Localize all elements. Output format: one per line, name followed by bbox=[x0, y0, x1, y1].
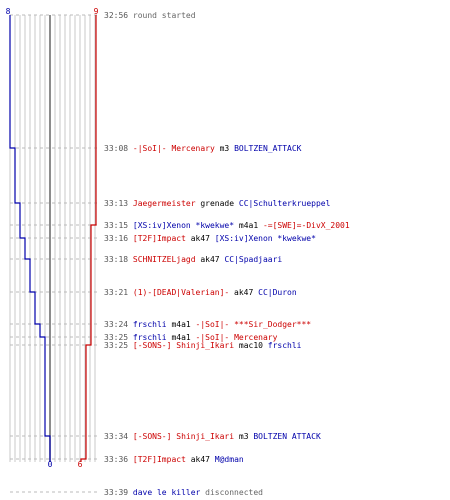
event-text: -|SoI|- Mercenary bbox=[133, 144, 215, 153]
event-text: ak47 bbox=[196, 255, 225, 264]
event-time: 33:08 bbox=[104, 144, 133, 153]
event-text: m4a1 bbox=[167, 333, 196, 342]
team-a-end-count: 0 bbox=[48, 460, 53, 469]
event-text: dave le killer bbox=[133, 488, 201, 497]
team-a-start-count: 8 bbox=[6, 7, 11, 16]
event-text: SCHNITZELjagd bbox=[133, 255, 196, 264]
event-text: m4a1 bbox=[234, 221, 263, 230]
event-text: ak47 bbox=[229, 288, 258, 297]
event-time: 33:13 bbox=[104, 199, 133, 208]
event-text: [XS:iv]Xenon *kwekwe* bbox=[133, 221, 234, 230]
event-text: ak47 bbox=[186, 455, 215, 464]
event-text: frschli bbox=[133, 333, 167, 342]
event-row: 33:18 SCHNITZELjagd ak47 CC|Spadjaari bbox=[104, 255, 282, 264]
event-text: m3 bbox=[234, 432, 253, 441]
event-time: 33:25 bbox=[104, 333, 133, 342]
event-text: frschli bbox=[133, 320, 167, 329]
event-time: 32:56 bbox=[104, 11, 133, 20]
event-guides bbox=[10, 14, 100, 493]
event-row: 33:34 [-SONS-] Shinji_Ikari m3 BOLTZEN A… bbox=[104, 432, 321, 441]
event-row: 33:25 frschli m4a1 -|SoI|- Mercenary bbox=[104, 333, 278, 342]
event-text: -|SoI|- Mercenary bbox=[196, 333, 278, 342]
event-text: ak47 bbox=[186, 234, 215, 243]
event-row: 32:56 round started bbox=[104, 11, 196, 20]
event-time: 33:21 bbox=[104, 288, 133, 297]
team-a-score-line bbox=[9, 15, 51, 462]
event-time: 33:39 bbox=[104, 488, 133, 497]
event-text: frschli bbox=[268, 341, 302, 350]
event-row: 33:08 -|SoI|- Mercenary m3 BOLTZEN_ATTAC… bbox=[104, 144, 302, 153]
event-text: (1)-[DEAD|Valerian]- bbox=[133, 288, 229, 297]
event-time: 33:16 bbox=[104, 234, 133, 243]
event-time: 33:36 bbox=[104, 455, 133, 464]
event-text: CC|Duron bbox=[258, 288, 297, 297]
event-text: [-SONS-] Shinji_Ikari bbox=[133, 432, 234, 441]
event-text: mac10 bbox=[234, 341, 268, 350]
event-time: 33:34 bbox=[104, 432, 133, 441]
event-text: grenade bbox=[196, 199, 239, 208]
event-text: BOLTZEN ATTACK bbox=[253, 432, 321, 441]
event-text: m3 bbox=[215, 144, 234, 153]
event-text: M@dman bbox=[215, 455, 244, 464]
team-b-start-count: 9 bbox=[94, 7, 99, 16]
event-row: 33:25 [-SONS-] Shinji_Ikari mac10 frschl… bbox=[104, 341, 302, 350]
event-labels: 32:56 round started 33:08 -|SoI|- Mercena… bbox=[104, 11, 350, 497]
event-row: 33:21 (1)-[DEAD|Valerian]- ak47 CC|Duron bbox=[104, 288, 297, 297]
score-lines bbox=[9, 15, 97, 462]
event-time: 33:25 bbox=[104, 341, 133, 350]
event-text: [T2F]Impact bbox=[133, 234, 186, 243]
event-text: disconnected bbox=[200, 488, 263, 497]
event-row: 33:24 frschli m4a1 -|SoI|- ***Sir_Dodger… bbox=[104, 320, 311, 329]
event-text: Jaegermeister bbox=[133, 199, 196, 208]
event-time: 33:24 bbox=[104, 320, 133, 329]
event-row: 33:39 dave le killer disconnected bbox=[104, 488, 263, 497]
event-time: 33:18 bbox=[104, 255, 133, 264]
event-text: m4a1 bbox=[167, 320, 196, 329]
event-text: CC|Spadjaari bbox=[224, 255, 282, 264]
event-row: 33:36 [T2F]Impact ak47 M@dman bbox=[104, 455, 244, 464]
event-text: BOLTZEN_ATTACK bbox=[234, 144, 302, 153]
event-text: round started bbox=[133, 11, 196, 20]
event-text: CC|Schulterkrueppel bbox=[239, 199, 331, 208]
event-text: [XS:iv]Xenon *kwekwe* bbox=[215, 234, 316, 243]
event-text: -=[SWE]=-DivX_2001 bbox=[263, 221, 350, 230]
team-b-score-line bbox=[80, 15, 97, 462]
team-b-end-count: 6 bbox=[78, 460, 83, 469]
event-text: -|SoI|- ***Sir_Dodger*** bbox=[196, 320, 312, 329]
event-row: 33:13 Jaegermeister grenade CC|Schulterk… bbox=[104, 199, 331, 208]
event-text: [-SONS-] Shinji_Ikari bbox=[133, 341, 234, 350]
event-row: 33:16 [T2F]Impact ak47 [XS:iv]Xenon *kwe… bbox=[104, 234, 316, 243]
event-row: 33:15 [XS:iv]Xenon *kwekwe* m4a1 -=[SWE]… bbox=[104, 221, 350, 230]
event-time: 33:15 bbox=[104, 221, 133, 230]
event-text: [T2F]Impact bbox=[133, 455, 186, 464]
